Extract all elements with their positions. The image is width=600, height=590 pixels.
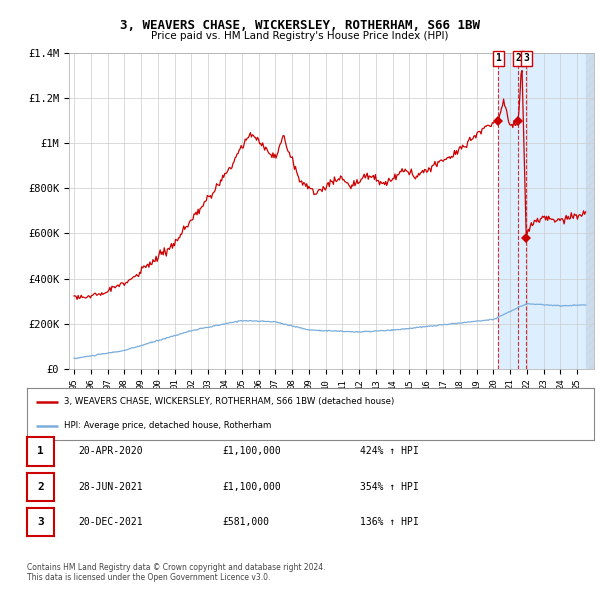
Bar bbox=[498, 53, 594, 369]
Text: 424% ↑ HPI: 424% ↑ HPI bbox=[360, 447, 419, 456]
Text: 2: 2 bbox=[37, 482, 44, 491]
Text: 3, WEAVERS CHASE, WICKERSLEY, ROTHERHAM, S66 1BW: 3, WEAVERS CHASE, WICKERSLEY, ROTHERHAM,… bbox=[120, 19, 480, 32]
Text: 3: 3 bbox=[523, 53, 529, 63]
Bar bbox=[586, 53, 594, 369]
Text: HPI: Average price, detached house, Rotherham: HPI: Average price, detached house, Roth… bbox=[64, 421, 271, 430]
Text: 20-APR-2020: 20-APR-2020 bbox=[78, 447, 143, 456]
Text: 354% ↑ HPI: 354% ↑ HPI bbox=[360, 482, 419, 491]
Text: 28-JUN-2021: 28-JUN-2021 bbox=[78, 482, 143, 491]
Text: £581,000: £581,000 bbox=[222, 517, 269, 527]
Text: £1,100,000: £1,100,000 bbox=[222, 447, 281, 456]
Text: Contains HM Land Registry data © Crown copyright and database right 2024.
This d: Contains HM Land Registry data © Crown c… bbox=[27, 563, 325, 582]
Text: 1: 1 bbox=[495, 53, 501, 63]
Text: 136% ↑ HPI: 136% ↑ HPI bbox=[360, 517, 419, 527]
Text: 3: 3 bbox=[37, 517, 44, 527]
Text: 1: 1 bbox=[37, 447, 44, 456]
Text: Price paid vs. HM Land Registry's House Price Index (HPI): Price paid vs. HM Land Registry's House … bbox=[151, 31, 449, 41]
Text: 2: 2 bbox=[515, 53, 521, 63]
Text: 3, WEAVERS CHASE, WICKERSLEY, ROTHERHAM, S66 1BW (detached house): 3, WEAVERS CHASE, WICKERSLEY, ROTHERHAM,… bbox=[64, 397, 394, 406]
Text: 20-DEC-2021: 20-DEC-2021 bbox=[78, 517, 143, 527]
Text: £1,100,000: £1,100,000 bbox=[222, 482, 281, 491]
